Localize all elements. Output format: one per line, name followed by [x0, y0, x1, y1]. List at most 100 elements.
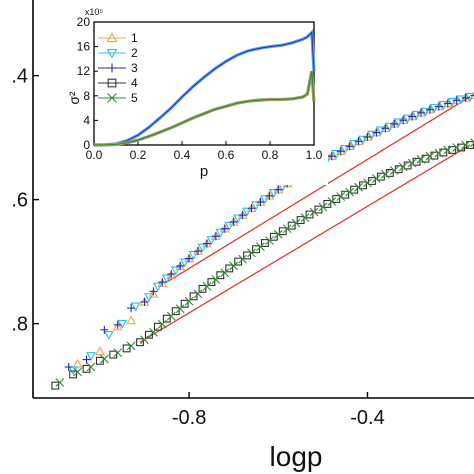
main-point-b: [229, 261, 239, 271]
main-point: [309, 207, 319, 217]
main-point-shape: [465, 92, 474, 102]
main-point-b: [211, 275, 221, 284]
main-point: [161, 274, 172, 284]
main-point-shape: [206, 236, 217, 246]
inset-x-axis-label: p: [200, 163, 208, 180]
main-point: [349, 140, 360, 149]
main-point: [207, 278, 216, 287]
main-point-shape: [234, 257, 243, 266]
main-point-shape: [393, 118, 404, 128]
main-point: [247, 248, 256, 258]
main-point-shape: [375, 126, 386, 136]
legend-marker: [106, 48, 118, 59]
main-point: [399, 116, 408, 125]
main-point-b: [55, 378, 65, 387]
main-point: [425, 151, 435, 161]
main-x-tick-label: -0.8: [172, 407, 206, 429]
main-point: [434, 148, 444, 158]
inset-y-tick-label: 12: [77, 64, 91, 78]
main-point: [256, 198, 265, 207]
main-point-shape: [448, 146, 457, 154]
main-point-shape: [384, 122, 395, 132]
main-y-tick-label: .4: [11, 66, 28, 88]
main-point-shape: [112, 321, 123, 331]
legend-label: 4: [131, 76, 138, 90]
main-point-shape: [332, 195, 341, 203]
main-point: [176, 261, 185, 270]
main-point: [354, 137, 363, 146]
main-point: [149, 287, 158, 296]
main-point: [354, 182, 363, 192]
main-point: [268, 189, 279, 198]
main-point-shape: [447, 97, 458, 107]
main-point-shape: [331, 149, 342, 159]
main-point: [274, 185, 283, 194]
legend-marker: [107, 93, 117, 103]
main-point: [367, 130, 377, 140]
main-point: [393, 118, 404, 128]
legend-label: 5: [131, 91, 138, 105]
main-point-shape: [376, 172, 385, 181]
main-point: [243, 251, 252, 260]
main-point-a: [470, 138, 474, 143]
main-point-shape: [103, 331, 114, 340]
main-series-5: [55, 138, 474, 387]
main-point-shape: [314, 205, 323, 214]
main-point-shape: [225, 264, 234, 273]
main-point-shape: [224, 221, 235, 231]
main-point-shape: [402, 114, 413, 124]
main-point-shape: [359, 181, 367, 190]
main-point: [345, 187, 355, 197]
main-point-b: [140, 335, 149, 345]
main-point: [157, 319, 167, 329]
main-point-shape: [242, 207, 253, 217]
main-point-shape: [350, 185, 359, 194]
main-point-b: [256, 242, 265, 252]
main-point: [229, 261, 239, 271]
main-point: [55, 378, 65, 387]
main-point-b: [113, 348, 123, 358]
main-point: [341, 190, 350, 199]
main-point: [86, 352, 96, 361]
main-point-shape: [243, 251, 252, 260]
main-point: [238, 254, 248, 264]
main-point: [197, 243, 208, 253]
main-point-shape: [269, 232, 278, 241]
main-point: [140, 335, 149, 345]
main-point: [470, 138, 474, 147]
main-point: [291, 218, 301, 228]
main-point-b: [318, 202, 328, 212]
main-point-shape: [438, 100, 449, 110]
main-point-shape: [51, 381, 60, 390]
main-point-b: [166, 311, 176, 321]
main-point: [167, 270, 176, 278]
main-point: [144, 293, 154, 303]
main-point: [100, 325, 109, 334]
main-point-shape: [136, 338, 144, 347]
main-point-shape: [69, 370, 78, 379]
main-point: [407, 158, 417, 168]
main-point-shape: [358, 135, 368, 145]
main-point: [251, 201, 261, 211]
main-point-shape: [153, 322, 162, 331]
main-point: [184, 296, 194, 306]
main-point: [224, 221, 235, 231]
main-point: [180, 299, 189, 308]
main-point-shape: [251, 201, 261, 211]
main-point-shape: [340, 145, 351, 154]
main-point-shape: [109, 350, 118, 359]
main-point: [318, 202, 328, 212]
main-point-shape: [216, 271, 225, 280]
main-point: [69, 370, 78, 379]
main-point-shape: [305, 210, 314, 219]
main-point-shape: [86, 352, 96, 361]
main-point: [402, 114, 413, 124]
main-point: [323, 199, 332, 208]
main-point: [259, 195, 270, 205]
main-point: [314, 205, 323, 214]
main-point: [305, 210, 314, 219]
inset-y-tick-label: 16: [77, 40, 91, 54]
legend-marker-shape: [107, 78, 117, 88]
main-point: [72, 358, 83, 368]
main-point-shape: [429, 104, 440, 113]
